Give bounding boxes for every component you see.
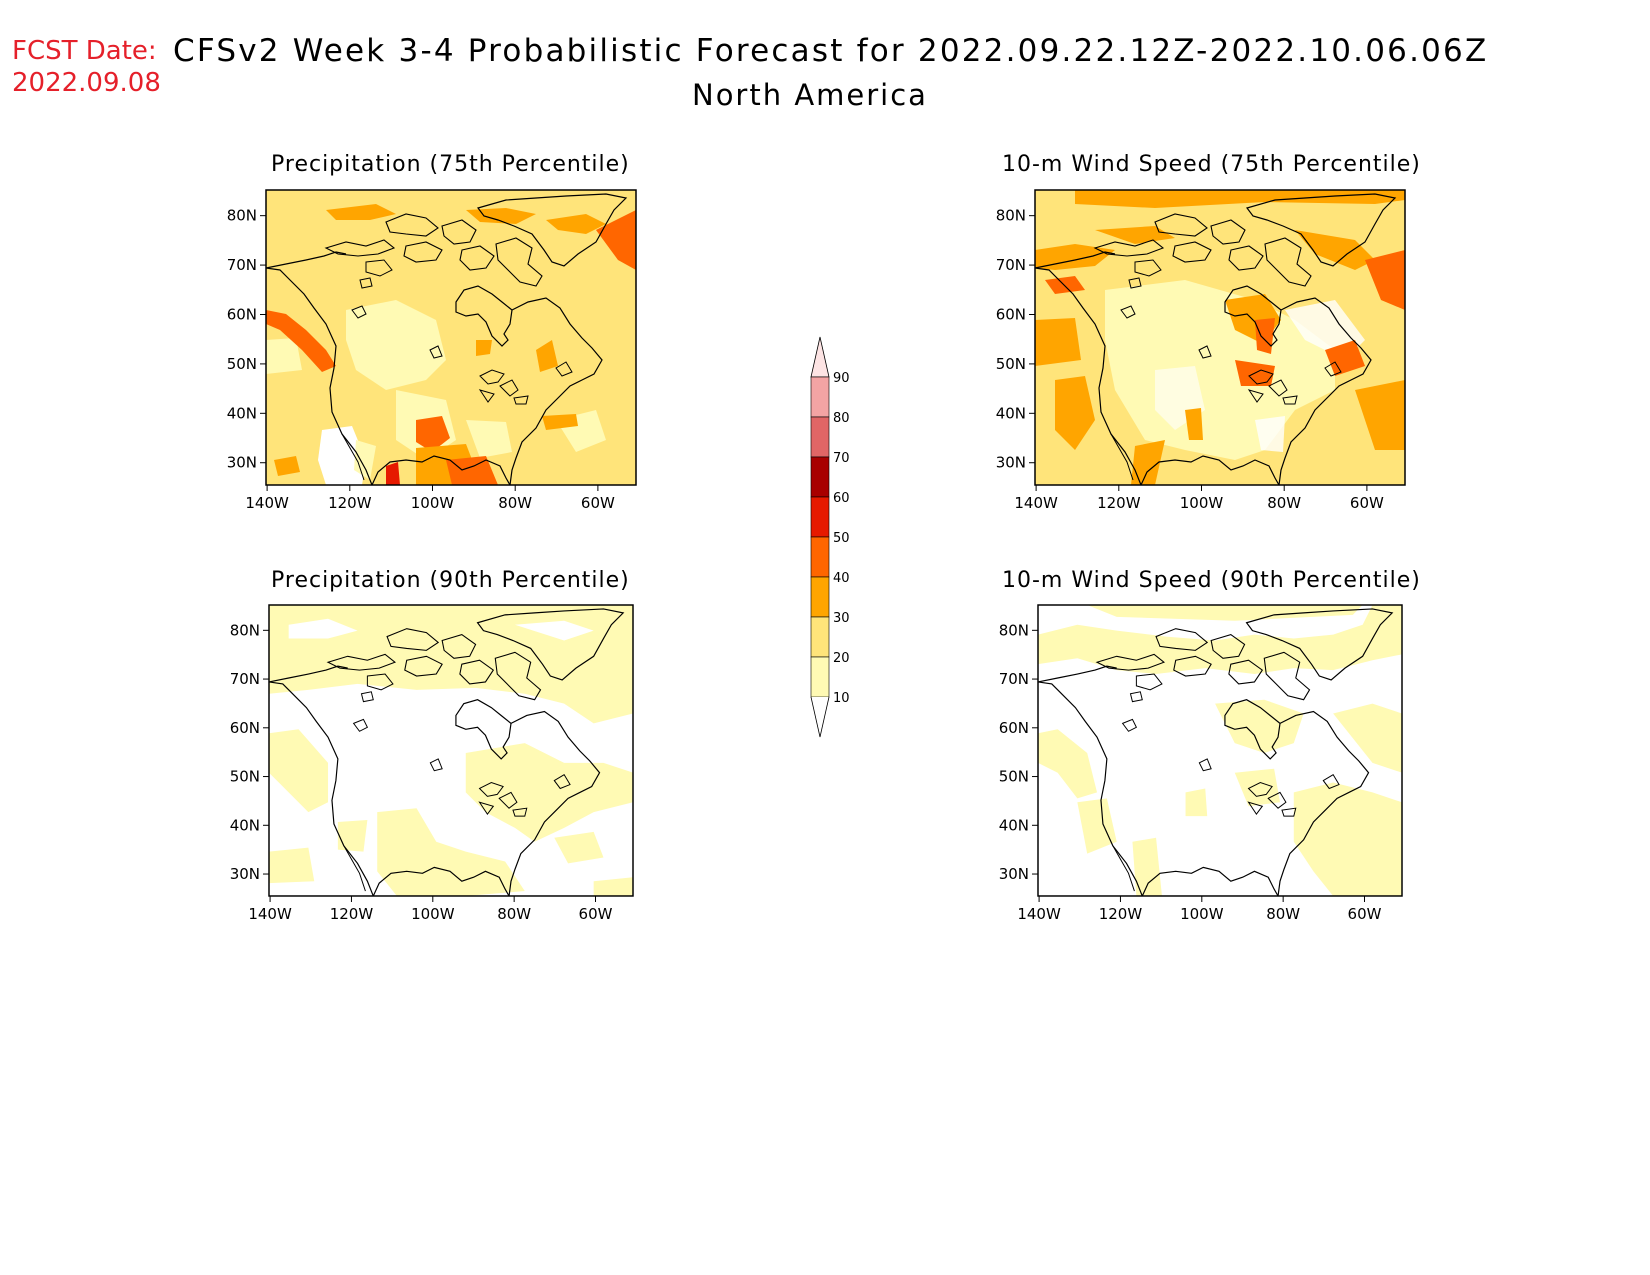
lon-label: 100W: [1180, 494, 1224, 512]
lat-label: 60N: [227, 305, 257, 323]
lat-label: 70N: [996, 256, 1026, 274]
lon-label: 140W: [1014, 494, 1058, 512]
lat-label: 30N: [996, 454, 1026, 472]
panel-title-wind90: 10-m Wind Speed (90th Percentile): [1002, 568, 1421, 593]
map-panel-precip75: [265, 189, 637, 486]
lon-label: 120W: [330, 905, 374, 923]
lon-label: 80W: [497, 905, 531, 923]
lon-label: 140W: [245, 494, 289, 512]
colorbar-top-arrow: [810, 336, 830, 378]
lon-label: 120W: [328, 494, 372, 512]
lon-label: 120W: [1099, 905, 1143, 923]
lon-label: 100W: [1180, 905, 1224, 923]
lat-label: 30N: [999, 865, 1029, 883]
page-subtitle: North America: [692, 78, 928, 112]
lon-label: 100W: [411, 905, 455, 923]
lat-label: 50N: [999, 768, 1029, 786]
lat-label: 80N: [999, 621, 1029, 639]
colorbar-label: 10: [833, 691, 850, 706]
lat-label: 80N: [227, 207, 257, 225]
map-panel-wind90: [1037, 604, 1403, 897]
lat-label: 40N: [999, 816, 1029, 834]
colorbar-swatch: [810, 656, 830, 698]
lat-label: 30N: [230, 865, 260, 883]
colorbar-swatch: [810, 496, 830, 538]
panel-title-precip75: Precipitation (75th Percentile): [271, 152, 630, 177]
lat-label: 40N: [227, 404, 257, 422]
map-panel-wind75: [1034, 189, 1406, 486]
colorbar-label: 30: [833, 611, 850, 626]
lat-label: 70N: [230, 670, 260, 688]
colorbar-swatch: [810, 576, 830, 618]
lat-label: 60N: [996, 305, 1026, 323]
lon-label: 60W: [1348, 905, 1382, 923]
lon-label: 140W: [1017, 905, 1061, 923]
lat-label: 30N: [227, 454, 257, 472]
lat-label: 80N: [996, 207, 1026, 225]
forecast-date-value: 2022.09.08: [12, 68, 161, 98]
colorbar-swatch: [810, 456, 830, 498]
lat-label: 70N: [227, 256, 257, 274]
lon-label: 60W: [581, 494, 615, 512]
colorbar-label: 80: [833, 411, 850, 426]
lat-label: 60N: [999, 719, 1029, 737]
lon-label: 60W: [579, 905, 613, 923]
forecast-date-label: FCST Date:: [12, 36, 157, 66]
colorbar-swatch: [810, 616, 830, 658]
lon-label: 80W: [1267, 494, 1301, 512]
lat-label: 50N: [230, 768, 260, 786]
lon-label: 100W: [411, 494, 455, 512]
lon-label: 80W: [1266, 905, 1300, 923]
panel-title-precip90: Precipitation (90th Percentile): [271, 568, 630, 593]
colorbar-label: 70: [833, 451, 850, 466]
colorbar-swatch: [810, 416, 830, 458]
colorbar-label: 40: [833, 571, 850, 586]
colorbar: 90 80 70 60 50 40 30 20 10: [810, 336, 850, 738]
colorbar-label: 50: [833, 531, 850, 546]
lon-label: 80W: [498, 494, 532, 512]
lat-label: 50N: [996, 355, 1026, 373]
colorbar-swatch: [810, 376, 830, 418]
lon-label: 60W: [1350, 494, 1384, 512]
page-title: CFSv2 Week 3-4 Probabilistic Forecast fo…: [173, 33, 1489, 69]
lon-label: 120W: [1097, 494, 1141, 512]
lat-label: 40N: [230, 816, 260, 834]
colorbar-swatch: [810, 536, 830, 578]
lat-label: 80N: [230, 621, 260, 639]
lat-label: 70N: [999, 670, 1029, 688]
colorbar-label: 90: [833, 371, 850, 386]
colorbar-bottom-arrow: [810, 696, 830, 738]
panel-title-wind75: 10-m Wind Speed (75th Percentile): [1002, 152, 1421, 177]
lon-label: 140W: [248, 905, 292, 923]
lat-label: 50N: [227, 355, 257, 373]
colorbar-label: 60: [833, 491, 850, 506]
lat-label: 40N: [996, 404, 1026, 422]
lat-label: 60N: [230, 719, 260, 737]
map-panel-precip90: [268, 604, 634, 897]
colorbar-label: 20: [833, 651, 850, 666]
